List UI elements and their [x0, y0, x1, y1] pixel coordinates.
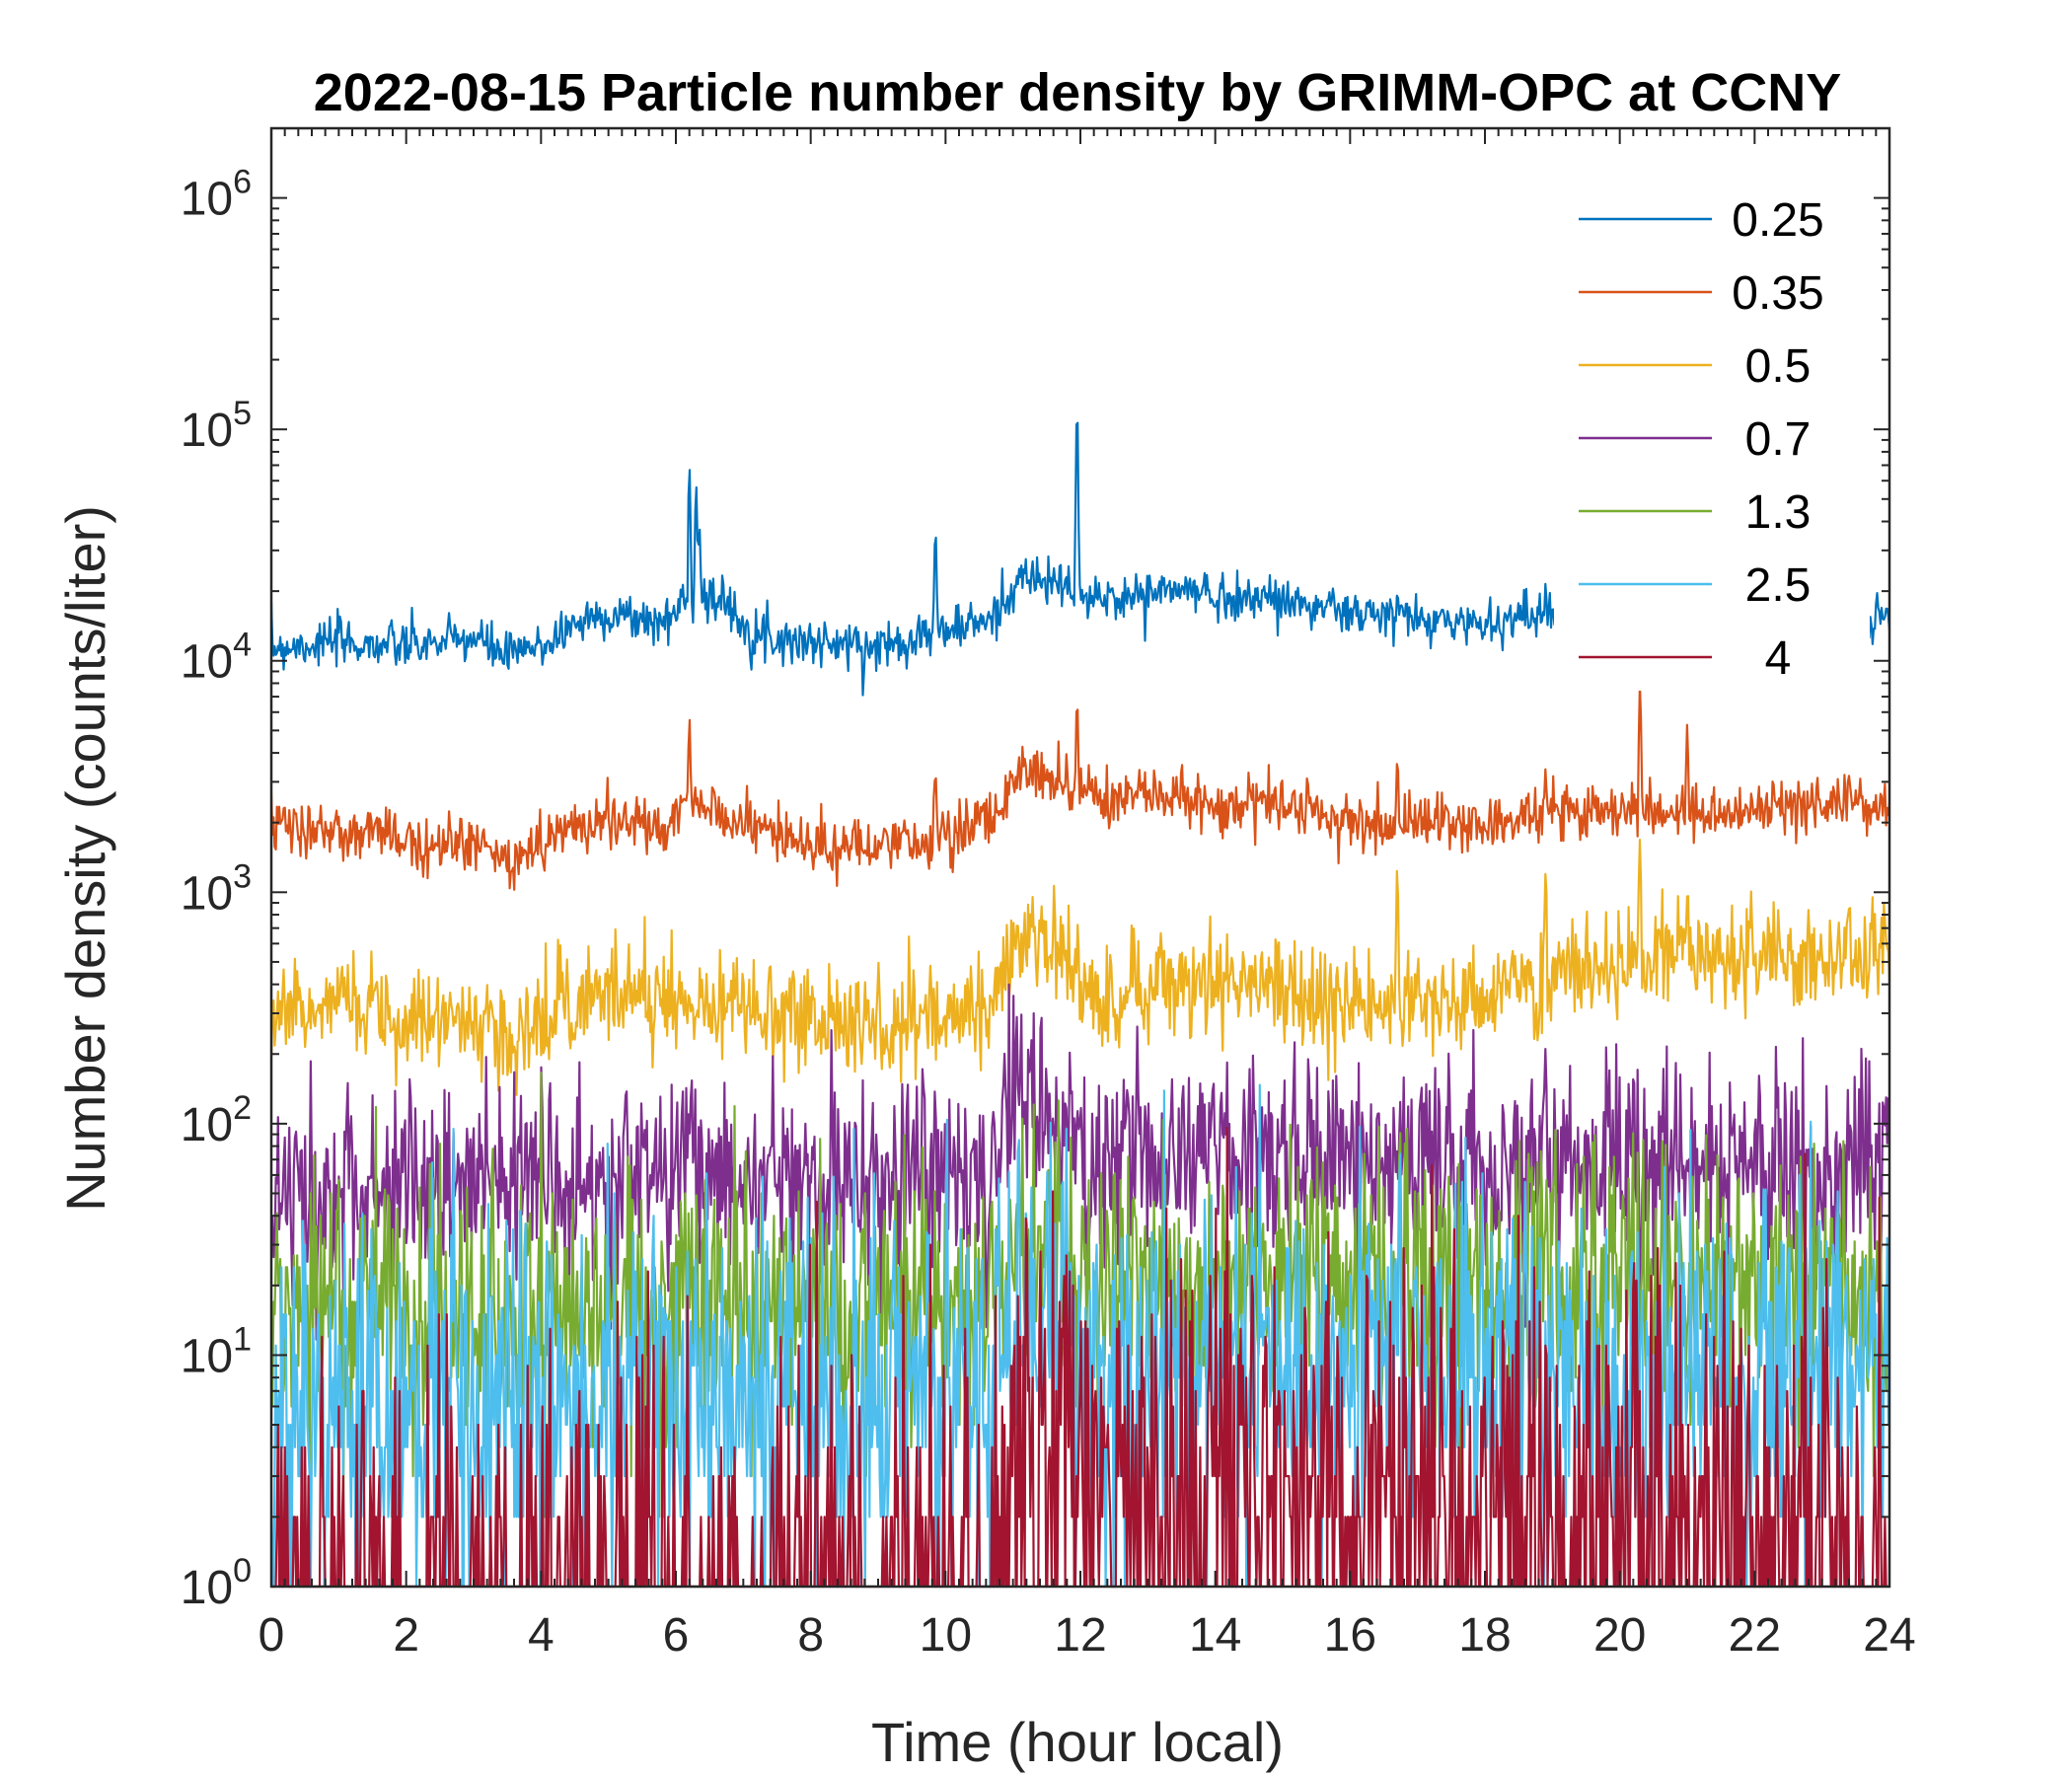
y-tick-label: 105: [181, 395, 252, 457]
x-tick-label: 12: [1054, 1609, 1106, 1662]
legend: 0.25 0.35 0.5 0.7 1.3 2.5 4: [1554, 192, 1870, 691]
legend-label: 4: [1765, 632, 1792, 685]
legend-label: 2.5: [1745, 559, 1812, 612]
y-tick-label: 106: [181, 164, 252, 226]
y-tick-label: 104: [181, 627, 252, 689]
x-tick-label: 14: [1189, 1609, 1241, 1662]
tick-labels: 0 2 4 6 8 10 12 14 16 18 20 22 241001011021031041051…: [181, 164, 1916, 1662]
x-tick-label: 2: [393, 1609, 419, 1662]
x-tick-label: 22: [1729, 1609, 1781, 1662]
axes: [269, 126, 1891, 1589]
y-tick-label: 101: [181, 1320, 252, 1382]
x-tick-label: 20: [1593, 1609, 1646, 1662]
x-tick-label: 10: [920, 1609, 972, 1662]
legend-label: 0.25: [1732, 194, 1823, 247]
legend-label: 0.7: [1745, 413, 1812, 466]
legend-label: 1.3: [1745, 486, 1812, 539]
x-tick-label: 16: [1324, 1609, 1376, 1662]
x-tick-label: 0: [259, 1609, 285, 1662]
series-line-0-35: [269, 682, 1891, 891]
y-tick-label: 103: [181, 857, 252, 920]
y-axis-label: Number density (counts/liter): [54, 505, 116, 1212]
x-tick-label: 8: [797, 1609, 824, 1662]
x-tick-label: 4: [528, 1609, 555, 1662]
series-line-0-5: [269, 839, 1891, 1096]
legend-label: 0.35: [1732, 267, 1823, 320]
x-tick-label: 24: [1863, 1609, 1915, 1662]
x-tick-label: 6: [663, 1609, 690, 1662]
y-tick-label: 100: [181, 1552, 252, 1614]
x-tick-label: 18: [1458, 1609, 1511, 1662]
chart-title: 2022-08-15 Particle number density by GR…: [314, 63, 1841, 122]
legend-label: 0.5: [1745, 340, 1812, 393]
y-tick-label: 102: [181, 1089, 252, 1151]
x-axis-label: Time (hour local): [871, 1711, 1284, 1773]
